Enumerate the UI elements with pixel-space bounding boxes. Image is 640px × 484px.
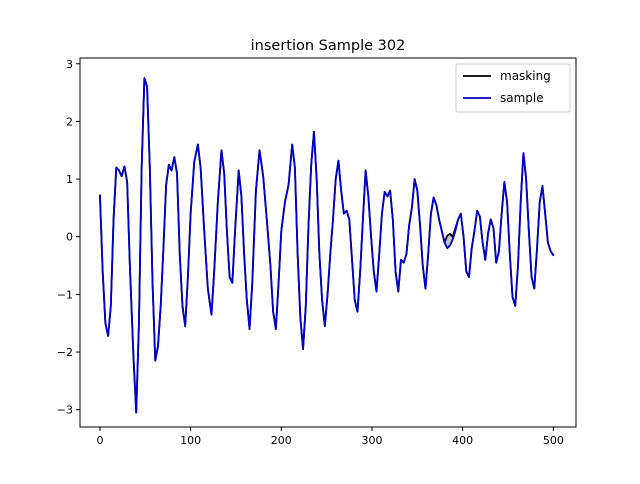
x-tick-label: 400 bbox=[452, 434, 473, 447]
plot-area bbox=[99, 77, 555, 414]
x-tick-label: 100 bbox=[180, 434, 201, 447]
y-tick-label: −3 bbox=[57, 404, 73, 417]
y-tick-label: −2 bbox=[57, 346, 73, 359]
series-line-sample bbox=[99, 77, 555, 414]
x-tick-label: 300 bbox=[361, 434, 382, 447]
y-tick-label: 3 bbox=[66, 58, 73, 71]
chart-title: insertion Sample 302 bbox=[251, 38, 406, 54]
axes-frame bbox=[79, 57, 577, 428]
x-tick-label: 500 bbox=[543, 434, 564, 447]
legend-label-masking: masking bbox=[500, 69, 551, 83]
y-tick-label: 0 bbox=[66, 231, 73, 244]
y-tick-label: −1 bbox=[57, 288, 73, 301]
x-tick-label: 200 bbox=[271, 434, 292, 447]
y-tick-label: 1 bbox=[66, 173, 73, 186]
legend-label-sample: sample bbox=[500, 91, 544, 105]
axes: 0 100 200 300 400 500 −3 −2 −1 0 1 2 3 bbox=[57, 57, 577, 447]
y-tick-label: 2 bbox=[66, 115, 73, 128]
legend: masking sample bbox=[455, 63, 571, 113]
x-tick-label: 0 bbox=[96, 434, 103, 447]
